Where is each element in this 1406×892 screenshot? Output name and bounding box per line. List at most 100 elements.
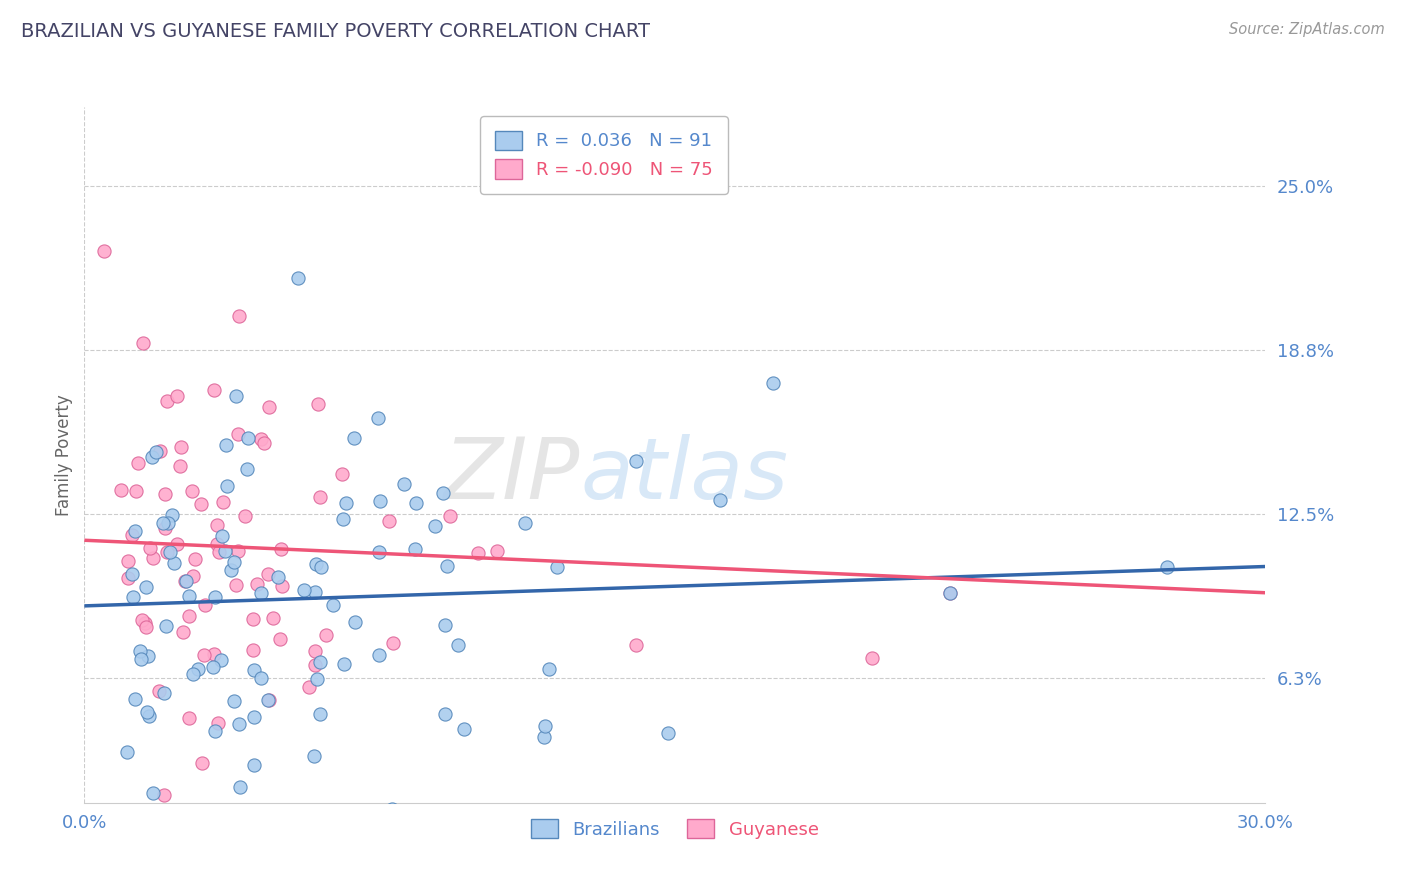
Point [115,746,138,760]
Point [257,566,280,581]
Point [125,483,148,498]
Point [243,758,266,772]
Point [160,508,183,523]
Point [381,636,404,650]
Point [378,514,401,528]
Point [249,671,271,685]
Point [139,541,162,555]
Point [453,722,475,736]
Point [368,648,391,662]
Point [333,657,356,671]
Point [292,583,315,598]
Point [309,490,332,504]
Point [135,809,157,823]
Point [250,585,273,599]
Point [208,544,231,558]
Point [405,496,427,510]
Point [225,577,247,591]
Point [194,598,217,612]
Point [250,432,273,446]
Point [193,648,215,662]
Point [222,694,245,708]
Point [305,672,328,686]
Point [304,657,326,672]
Point [152,516,174,530]
Point [266,809,288,823]
Point [709,493,731,508]
Point [117,554,139,568]
Point [155,487,177,501]
Point [177,608,200,623]
Point [211,529,233,543]
Point [762,376,785,390]
Point [191,756,214,771]
Point [121,567,143,582]
Point [253,436,276,450]
Point [124,691,146,706]
Point [156,516,179,530]
Point [860,651,883,665]
Point [128,644,150,658]
Point [447,638,470,652]
Point [110,483,132,497]
Point [201,659,224,673]
Point [209,653,232,667]
Point [367,545,389,559]
Point [236,462,259,476]
Point [211,495,233,509]
Point [135,580,157,594]
Point [242,710,264,724]
Point [228,309,250,323]
Point [228,780,250,794]
Point [163,556,186,570]
Point [228,716,250,731]
Point [433,706,456,721]
Point [152,789,174,803]
Point [169,459,191,474]
Point [322,598,344,612]
Point [332,512,354,526]
Point [236,431,259,445]
Point [263,611,285,625]
Point [127,456,149,470]
Point [534,719,557,733]
Point [271,579,294,593]
Point [166,537,188,551]
Point [486,544,509,558]
Point [309,707,332,722]
Point [243,664,266,678]
Point [533,730,555,744]
Point [257,401,280,415]
Point [439,509,461,524]
Point [278,809,301,823]
Point [404,542,426,557]
Point [269,632,291,646]
Point [202,647,225,661]
Point [546,559,568,574]
Point [142,550,165,565]
Point [344,615,367,630]
Point [205,517,228,532]
Point [335,496,357,510]
Point [148,683,170,698]
Point [432,486,454,500]
Point [145,445,167,459]
Point [257,692,280,706]
Point [305,557,328,571]
Y-axis label: Family Poverty: Family Poverty [55,394,73,516]
Point [233,509,256,524]
Point [215,478,238,492]
Point [155,545,177,559]
Point [179,589,201,603]
Point [343,431,366,445]
Point [152,685,174,699]
Point [225,388,247,402]
Point [304,585,326,599]
Point [181,483,204,498]
Point [174,574,197,588]
Point [202,383,225,397]
Point [181,667,204,681]
Text: atlas: atlas [581,434,789,517]
Point [515,516,537,530]
Point [159,545,181,559]
